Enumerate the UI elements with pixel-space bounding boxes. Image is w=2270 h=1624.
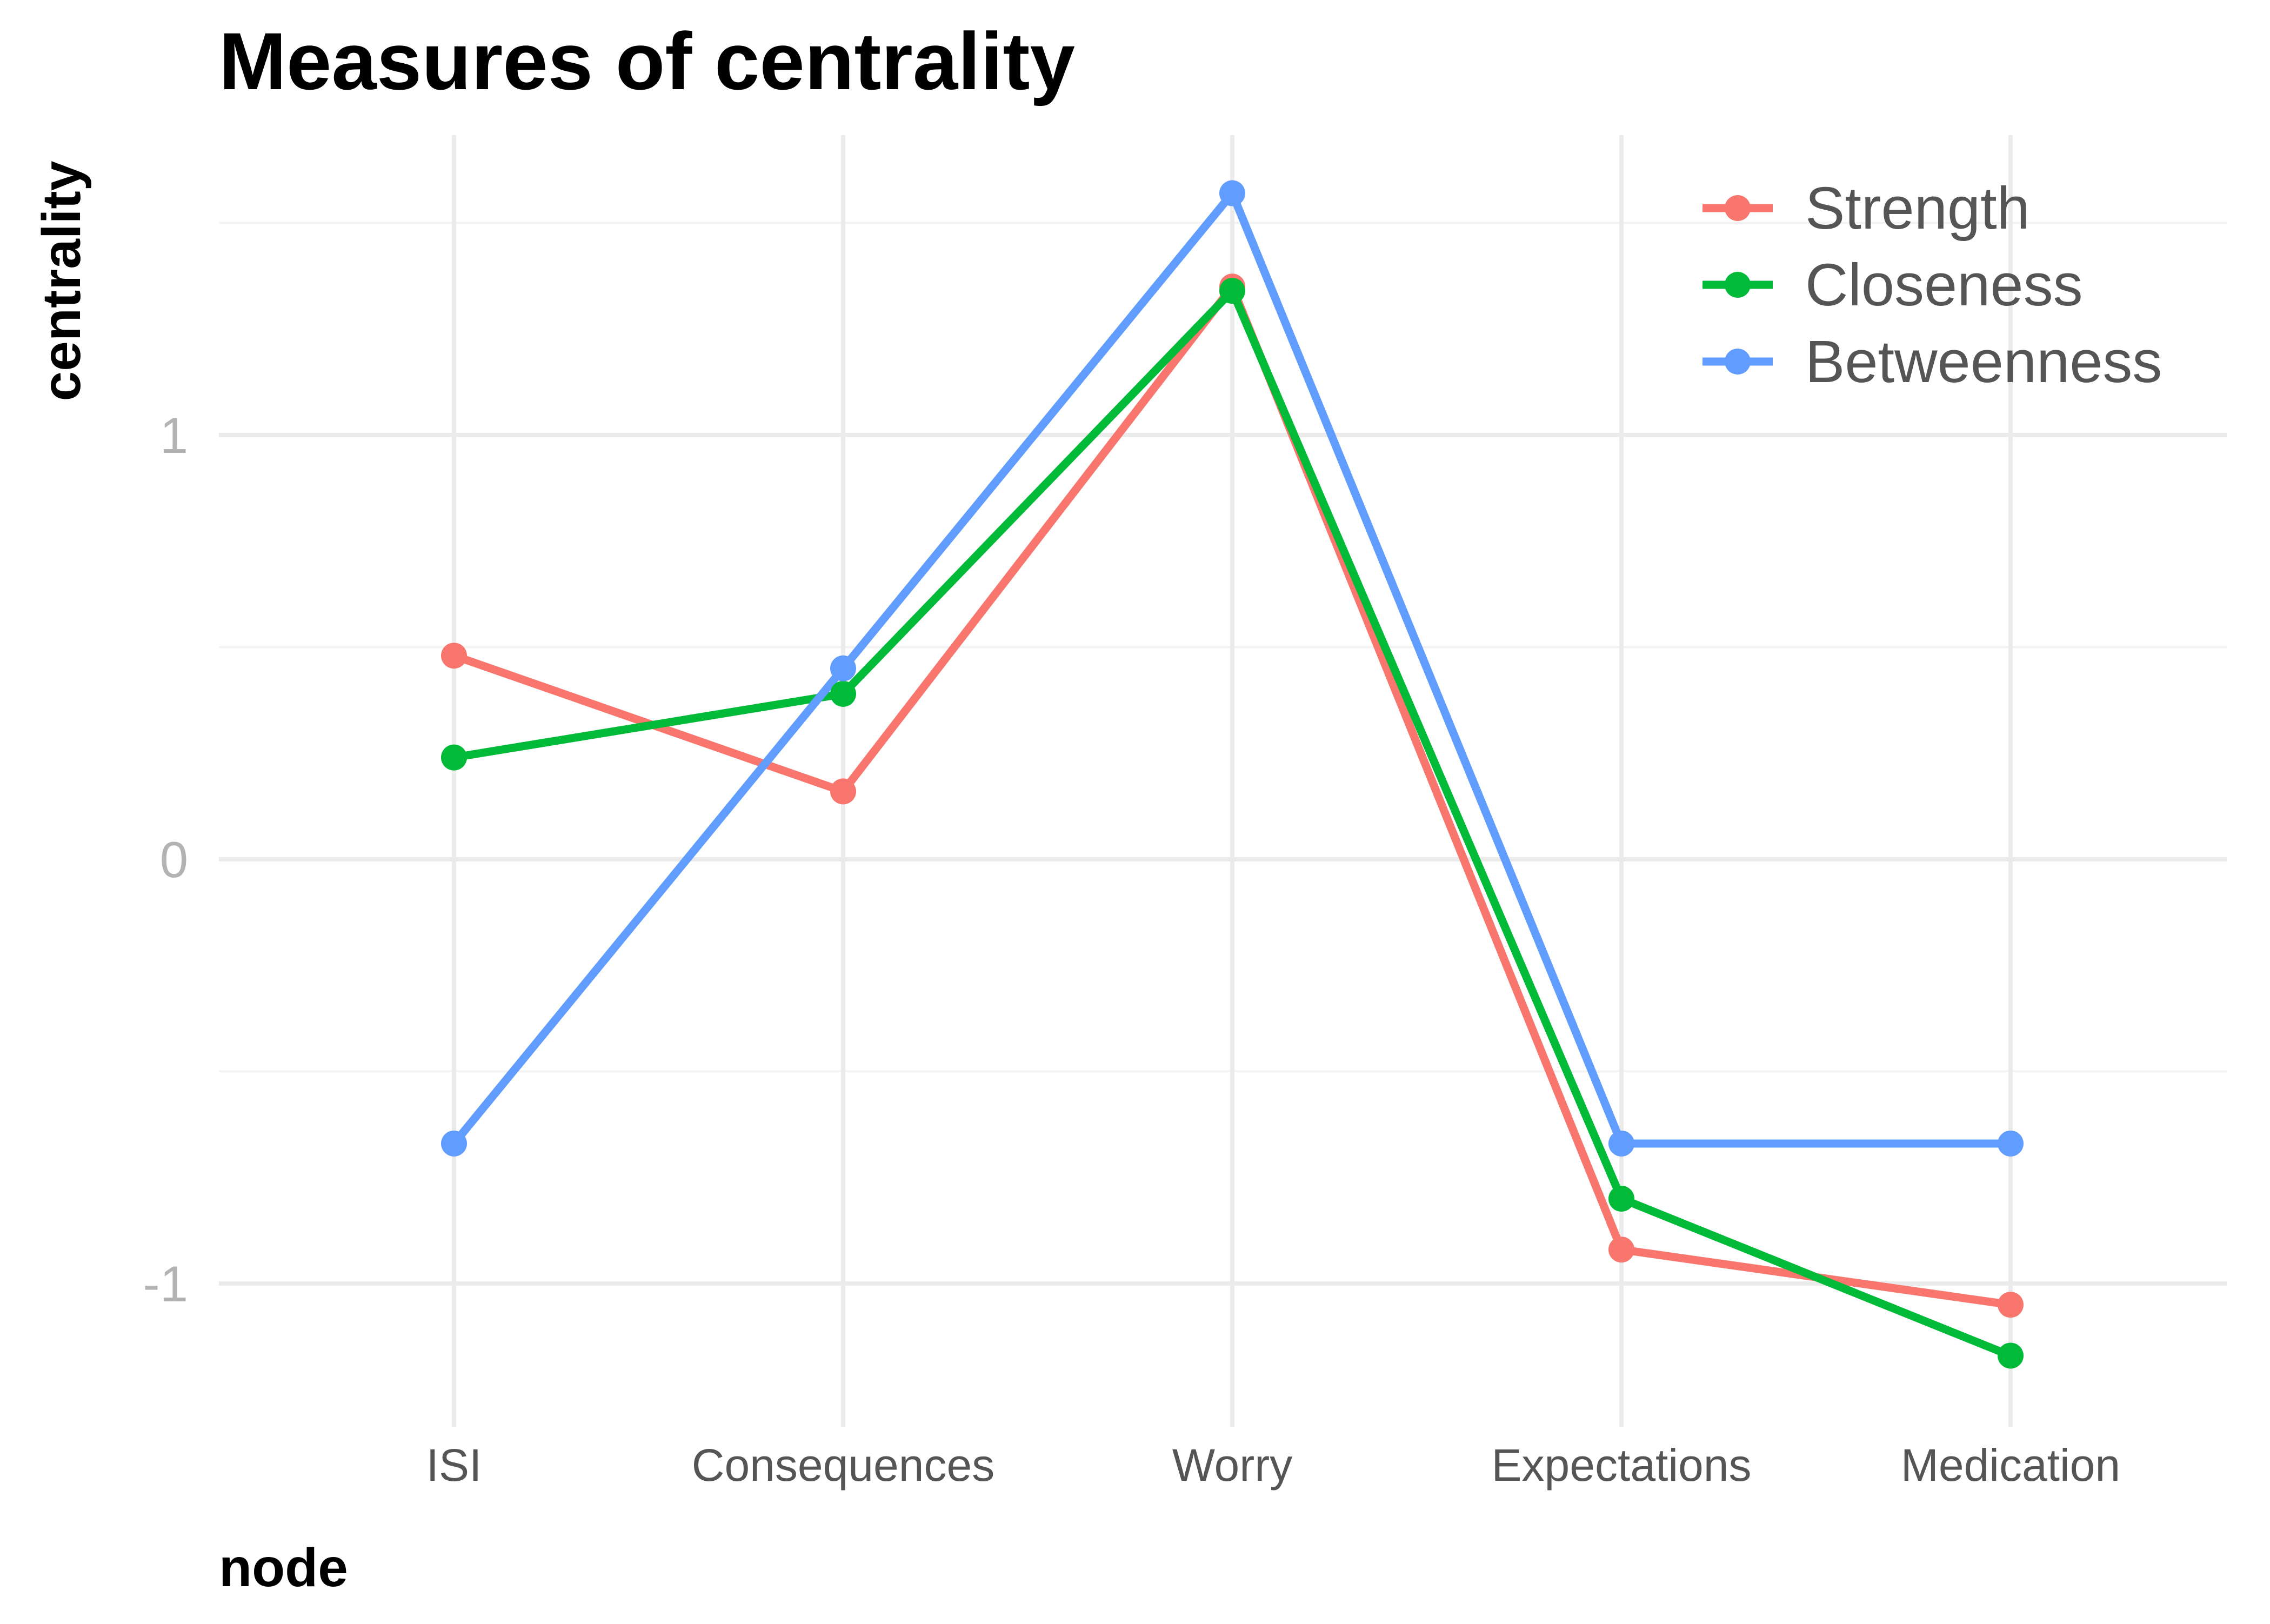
legend-key-point: [1725, 195, 1751, 221]
data-point-strength: [441, 643, 467, 669]
legend-label: Betweenness: [1805, 329, 2162, 395]
y-tick-labels: -1 0 1: [143, 407, 188, 1312]
data-points: [441, 180, 2024, 1369]
x-tick-label: Consequences: [692, 1440, 994, 1491]
data-point-strength: [830, 778, 856, 805]
data-point-strength: [1608, 1237, 1634, 1263]
x-tick-label: Medication: [1901, 1440, 2120, 1491]
x-tick-label: ISI: [426, 1440, 482, 1491]
x-tick-label: Expectations: [1492, 1440, 1752, 1491]
data-point-strength: [1998, 1292, 2024, 1318]
legend-label: Strength: [1805, 175, 2030, 242]
data-point-closeness: [441, 744, 467, 771]
data-point-betweenness: [1608, 1130, 1634, 1157]
y-axis-title: centrality: [31, 161, 92, 401]
x-tick-labels: ISI Consequences Worry Expectations Medicati…: [426, 1440, 2120, 1491]
data-point-closeness: [830, 680, 856, 707]
data-point-betweenness: [1219, 180, 1245, 206]
data-point-closeness: [1998, 1342, 2024, 1369]
chart-title: Measures of centrality: [219, 16, 1075, 106]
legend-label: Closeness: [1805, 252, 2083, 318]
legend-key-point: [1725, 272, 1751, 298]
data-point-betweenness: [441, 1130, 467, 1157]
data-point-closeness: [1219, 278, 1245, 304]
y-tick-label: -1: [143, 1255, 188, 1312]
y-tick-label: 1: [160, 407, 188, 464]
data-point-betweenness: [830, 655, 856, 681]
x-axis-title: node: [219, 1538, 348, 1598]
data-point-betweenness: [1998, 1130, 2024, 1157]
y-tick-label: 0: [160, 831, 188, 888]
legend: Strength Closeness Betweenness: [1702, 175, 2162, 395]
legend-key-point: [1725, 349, 1751, 375]
data-point-closeness: [1608, 1186, 1634, 1212]
x-tick-label: Worry: [1172, 1440, 1292, 1491]
